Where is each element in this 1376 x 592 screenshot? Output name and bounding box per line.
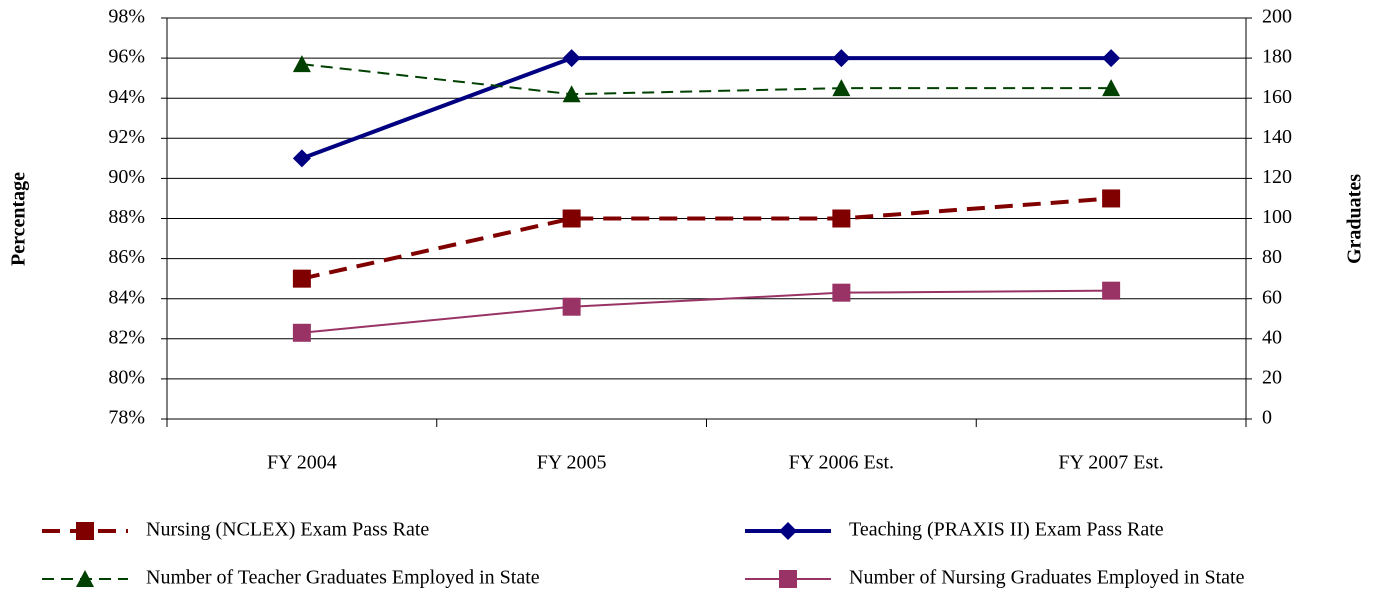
data-point: [832, 49, 851, 68]
y-tick-label: 90%: [108, 166, 145, 188]
data-point: [292, 323, 311, 342]
data-point: [562, 85, 581, 103]
x-tick-label: FY 2005: [537, 452, 607, 474]
y2-tick-label: 180: [1262, 46, 1292, 68]
y-tick-label: 80%: [108, 366, 145, 388]
legend-label: Teaching (PRAXIS II) Exam Pass Rate: [849, 519, 1164, 541]
y-axis-title: Percentage: [8, 172, 30, 266]
y2-tick-label: 100: [1262, 206, 1292, 228]
y2-tick-label: 60: [1262, 286, 1282, 308]
series-line: [301, 63, 1112, 96]
data-point: [562, 297, 581, 316]
data-point: [1102, 49, 1121, 68]
legend-marker: [779, 570, 797, 588]
data-point: [292, 55, 311, 73]
y-tick-label: 96%: [108, 46, 145, 68]
series-line: [301, 196, 1112, 281]
series-line: [301, 289, 1112, 334]
x-tick-label: FY 2004: [267, 452, 337, 474]
data-point: [562, 49, 581, 68]
y2-tick-label: 0: [1262, 407, 1272, 429]
y2-tick-label: 140: [1262, 126, 1292, 148]
data-point: [832, 209, 851, 228]
y2-tick-label: 160: [1262, 86, 1292, 108]
y2-tick-label: 40: [1262, 326, 1282, 348]
x-tick-label: FY 2007 Est.: [1058, 452, 1163, 474]
data-point: [832, 283, 851, 302]
data-point: [1102, 281, 1121, 300]
y2-tick-label: 120: [1262, 166, 1292, 188]
y-tick-label: 78%: [108, 407, 145, 429]
y2-axis-title: Graduates: [1344, 174, 1366, 264]
y-tick-label: 88%: [108, 206, 145, 228]
y2-tick-label: 20: [1262, 366, 1282, 388]
legend-label: Number of Teacher Graduates Employed in …: [146, 567, 540, 589]
legend-label: Number of Nursing Graduates Employed in …: [849, 567, 1245, 589]
data-point: [832, 79, 851, 97]
x-tick-label: FY 2006 Est.: [789, 452, 894, 474]
y2-tick-label: 200: [1262, 6, 1292, 28]
series-line: [301, 56, 1112, 161]
data-point: [292, 149, 311, 168]
data-point: [562, 209, 581, 228]
y-tick-label: 86%: [108, 246, 145, 268]
y2-tick-label: 80: [1262, 246, 1282, 268]
y-tick-label: 98%: [108, 6, 145, 28]
y-tick-label: 94%: [108, 86, 145, 108]
legend-marker: [779, 522, 797, 540]
y-tick-label: 84%: [108, 286, 145, 308]
y-tick-label: 92%: [108, 126, 145, 148]
data-point: [1102, 79, 1121, 97]
data-point: [292, 269, 311, 288]
y-tick-label: 82%: [108, 326, 145, 348]
legend-marker: [76, 522, 94, 540]
data-point: [1102, 189, 1121, 208]
legend-label: Nursing (NCLEX) Exam Pass Rate: [146, 519, 429, 541]
legend-marker: [76, 570, 94, 587]
